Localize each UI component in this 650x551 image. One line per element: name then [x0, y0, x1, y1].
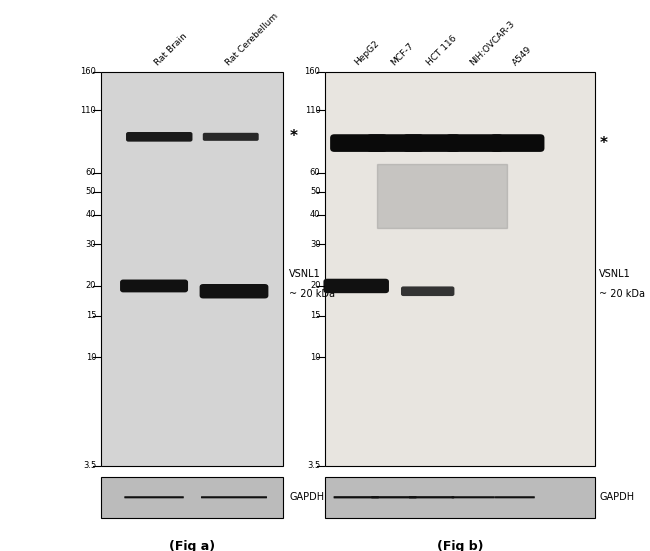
Text: *: *	[289, 129, 297, 144]
FancyBboxPatch shape	[495, 496, 535, 498]
Text: MCF-7: MCF-7	[389, 41, 415, 67]
FancyBboxPatch shape	[203, 133, 259, 141]
Text: Rat Cerebellum: Rat Cerebellum	[224, 11, 280, 67]
Text: 160: 160	[305, 67, 320, 76]
Text: 30: 30	[310, 240, 320, 249]
FancyBboxPatch shape	[452, 496, 495, 498]
Text: ~ 20 kDa: ~ 20 kDa	[289, 289, 335, 299]
Text: 15: 15	[86, 311, 96, 320]
Text: 15: 15	[310, 311, 320, 320]
Bar	[101, 477, 283, 518]
FancyBboxPatch shape	[324, 279, 389, 293]
Bar	[325, 477, 595, 518]
FancyBboxPatch shape	[401, 287, 454, 296]
Text: ~ 20 kDa: ~ 20 kDa	[599, 289, 645, 299]
Text: 160: 160	[81, 67, 96, 76]
Text: Rat Brain: Rat Brain	[153, 31, 188, 67]
Text: NIH:OVCAR-3: NIH:OVCAR-3	[468, 19, 516, 67]
Text: VSNL1: VSNL1	[289, 269, 321, 279]
Bar	[377, 164, 507, 228]
FancyBboxPatch shape	[201, 496, 267, 498]
Text: GAPDH: GAPDH	[289, 492, 324, 503]
Text: 110: 110	[305, 106, 320, 115]
Text: *: *	[599, 136, 607, 150]
Text: 3.5: 3.5	[83, 461, 96, 470]
Text: 10: 10	[310, 353, 320, 362]
Text: 60: 60	[86, 168, 96, 177]
Bar	[325, 72, 595, 466]
Text: 40: 40	[310, 210, 320, 219]
FancyBboxPatch shape	[490, 134, 545, 152]
Text: GAPDH: GAPDH	[599, 492, 634, 503]
Text: 20: 20	[310, 282, 320, 290]
FancyBboxPatch shape	[371, 496, 417, 499]
Text: A549: A549	[511, 45, 534, 67]
Text: VSNL1: VSNL1	[599, 269, 631, 279]
Text: 50: 50	[310, 187, 320, 196]
FancyBboxPatch shape	[124, 496, 184, 498]
FancyBboxPatch shape	[120, 279, 188, 293]
FancyBboxPatch shape	[403, 134, 460, 152]
FancyBboxPatch shape	[200, 284, 268, 299]
FancyBboxPatch shape	[126, 132, 192, 142]
FancyBboxPatch shape	[367, 134, 424, 152]
Text: 50: 50	[86, 187, 96, 196]
Text: HCT 116: HCT 116	[425, 34, 459, 67]
Text: 3.5: 3.5	[307, 461, 320, 470]
Text: 10: 10	[86, 353, 96, 362]
FancyBboxPatch shape	[330, 134, 387, 152]
Text: 20: 20	[86, 282, 96, 290]
FancyBboxPatch shape	[409, 496, 454, 499]
Text: 60: 60	[310, 168, 320, 177]
Bar	[101, 72, 283, 466]
FancyBboxPatch shape	[446, 134, 503, 152]
Text: (Fig b): (Fig b)	[437, 540, 483, 551]
Text: 30: 30	[86, 240, 96, 249]
Text: 40: 40	[86, 210, 96, 219]
Text: (Fig a): (Fig a)	[169, 540, 214, 551]
FancyBboxPatch shape	[333, 496, 379, 499]
Text: HepG2: HepG2	[352, 39, 380, 67]
Text: 110: 110	[81, 106, 96, 115]
